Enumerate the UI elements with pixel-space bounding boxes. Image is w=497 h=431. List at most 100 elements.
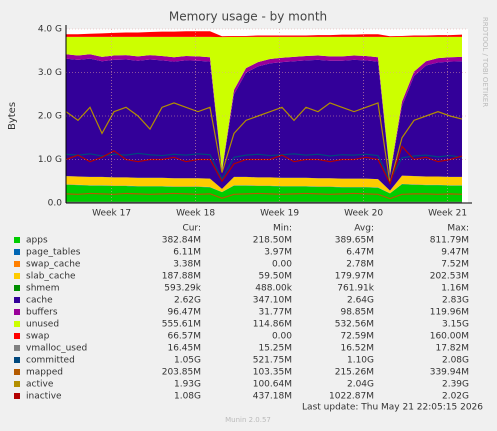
legend-value: 1.05G [174, 356, 201, 366]
legend-value: 2.64G [347, 296, 374, 306]
area [66, 54, 462, 176]
legend-swatch [14, 345, 20, 351]
legend-value: 119.96M [430, 308, 469, 318]
legend-label: apps [26, 236, 48, 246]
chart-title: Memory usage - by month [169, 10, 327, 24]
legend-label: mapped [26, 368, 63, 378]
legend-value: 811.79M [430, 236, 469, 246]
legend-value: 160.00M [430, 332, 469, 342]
line [65, 152, 463, 182]
legend-value: 59.50M [258, 272, 292, 282]
legend-value: 347.10M [253, 296, 292, 306]
legend-label: shmem [26, 284, 59, 294]
legend-value: 31.77M [258, 308, 292, 318]
legend-value: 761.91k [337, 284, 374, 294]
x-tick-label: Week 20 [344, 209, 383, 219]
legend-value: 1.08G [174, 392, 201, 402]
legend-value: 593.29k [164, 284, 201, 294]
legend-value: 389.65M [335, 236, 374, 246]
legend-swatch [14, 273, 20, 279]
legend-value: 3.97M [264, 248, 292, 258]
legend-value: 96.47M [167, 308, 201, 318]
area [66, 31, 462, 38]
legend-value: 6.11M [173, 248, 201, 258]
column-header: Min: [273, 224, 292, 234]
legend-value: 203.85M [162, 368, 201, 378]
legend-value: 15.25M [258, 344, 292, 354]
legend-value: 0.00 [272, 260, 292, 270]
legend-value: 187.88M [162, 272, 201, 282]
legend-swatch [14, 237, 20, 243]
column-header: Avg: [354, 224, 374, 234]
legend-label: swap [26, 332, 50, 342]
legend-value: 98.85M [340, 308, 374, 318]
legend-value: 7.52M [441, 260, 469, 270]
legend-value: 2.78M [346, 260, 374, 270]
legend-swatch [14, 249, 20, 255]
column-header: Max: [447, 224, 469, 234]
legend-value: 2.39G [442, 380, 469, 390]
legend-value: 3.15G [442, 320, 469, 330]
area [66, 183, 462, 194]
legend-label: inactive [26, 392, 62, 402]
legend-label: cache [26, 296, 53, 306]
x-tick-label: Week 17 [92, 209, 131, 219]
y-tick-label: 2.0 G [38, 112, 62, 122]
legend-value: 16.45M [167, 344, 201, 354]
column-header: Cur: [182, 224, 201, 234]
legend-label: page_tables [26, 248, 81, 258]
legend-label: vmalloc_used [26, 344, 87, 354]
legend-swatch [14, 321, 20, 327]
legend-label: unused [26, 320, 59, 330]
legend-swatch [14, 297, 20, 303]
legend-swatch [14, 369, 20, 375]
legend-value: 1.93G [174, 380, 201, 390]
legend-label: buffers [26, 308, 58, 318]
legend-value: 2.62G [174, 296, 201, 306]
legend-value: 114.86M [253, 320, 292, 330]
legend-value: 9.47M [441, 248, 469, 258]
legend-label: slab_cache [26, 272, 76, 282]
legend-swatch [14, 285, 20, 291]
side-note: RRDTOOL / TOBI OETIKER [481, 17, 489, 107]
legend-value: 339.94M [430, 368, 469, 378]
legend-value: 2.04G [347, 380, 374, 390]
legend-value: 103.35M [253, 368, 292, 378]
legend-value: 532.56M [335, 320, 374, 330]
last-update: Last update: Thu May 21 22:05:15 2026 [302, 403, 483, 413]
legend-swatch [14, 309, 20, 315]
legend-value: 0.00 [272, 332, 292, 342]
legend-value: 2.02G [442, 392, 469, 402]
y-axis-label: Bytes [7, 102, 18, 130]
line [65, 102, 463, 184]
legend-swatch [14, 393, 20, 399]
legend-value: 1.10G [347, 356, 374, 366]
legend-value: 2.08G [442, 356, 469, 366]
legend-value: 218.50M [253, 236, 292, 246]
area [66, 184, 462, 194]
legend-value: 179.97M [335, 272, 374, 282]
footer: Munin 2.0.57 [225, 416, 271, 424]
legend-swatch [14, 357, 20, 363]
y-tick-label: 1.0 G [38, 155, 62, 165]
legend-label: swap_cache [26, 260, 81, 270]
area [66, 36, 462, 175]
legend-swatch [14, 333, 20, 339]
legend-value: 437.18M [253, 392, 292, 402]
x-tick-label: Week 21 [428, 209, 467, 219]
legend-value: 1022.87M [329, 392, 374, 402]
y-tick-label: 4.0 G [38, 25, 62, 35]
legend-value: 555.61M [162, 320, 201, 330]
x-tick-label: Week 18 [176, 209, 215, 219]
legend-label: active [26, 380, 54, 390]
legend-value: 1.16M [441, 284, 469, 294]
legend-value: 382.84M [162, 236, 201, 246]
legend-value: 2.83G [442, 296, 469, 306]
x-tick-label: Week 19 [260, 209, 299, 219]
legend-value: 100.64M [253, 380, 292, 390]
legend-value: 3.38M [173, 260, 201, 270]
legend-value: 6.47M [346, 248, 374, 258]
legend-value: 215.26M [335, 368, 374, 378]
